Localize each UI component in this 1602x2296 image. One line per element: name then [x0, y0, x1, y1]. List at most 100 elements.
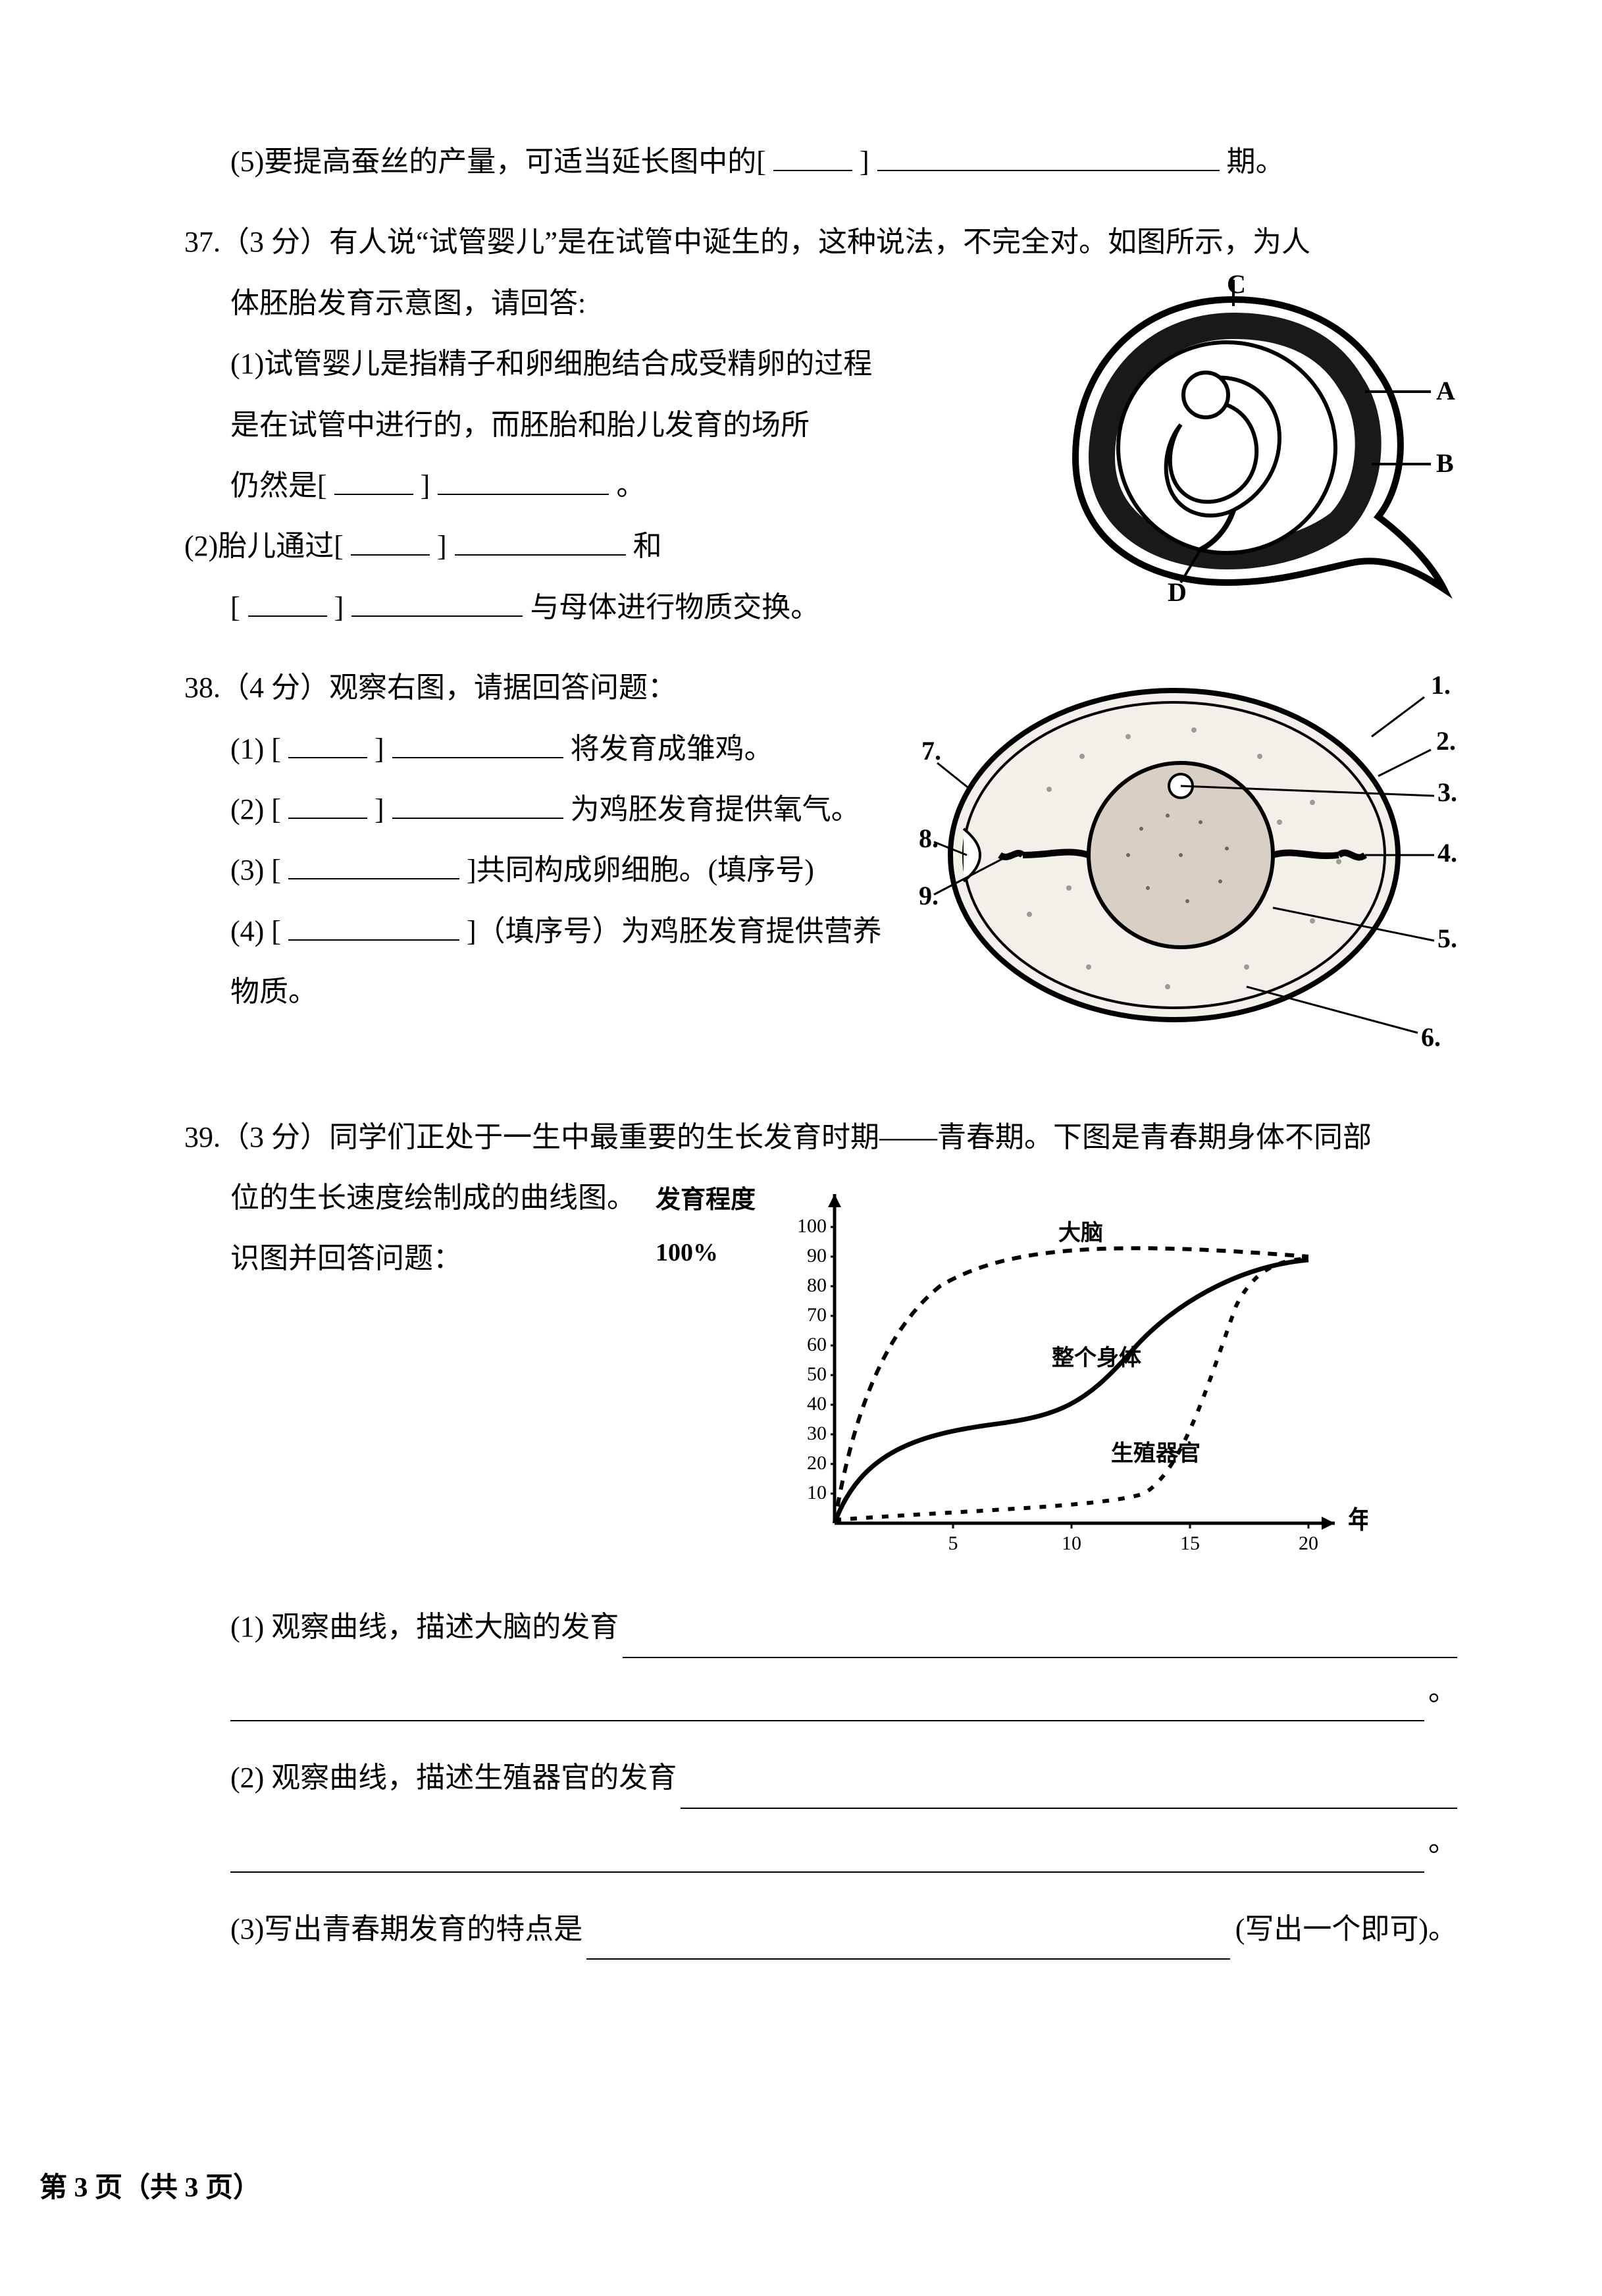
q38-p3-b: ]共同构成卵细胞。(填序号) — [467, 854, 814, 886]
q37-p1c-c: 。 — [616, 469, 645, 502]
egg-label-4: 4. — [1437, 838, 1457, 868]
svg-text:10: 10 — [1062, 1532, 1081, 1554]
svg-text:100: 100 — [797, 1215, 827, 1237]
q38-p1-blank2[interactable] — [392, 729, 563, 758]
q37-p1c: 仍然是[ ] 。 — [184, 456, 1016, 516]
q36-5-text-c: 期。 — [1227, 145, 1285, 178]
q38-p1-c: 将发育成雏鸡。 — [571, 733, 773, 765]
svg-text:80: 80 — [807, 1274, 827, 1296]
q38: 38.（4 分）观察右图，请据回答问题： (1) [ ] 将发育成雏鸡。 (2)… — [184, 658, 1457, 1087]
egg-label-9: 9. — [919, 881, 939, 910]
q38-p2-a: (2) [ — [230, 793, 281, 825]
page-footer: 第 3 页（共 3 页） — [39, 2159, 261, 2217]
q37-p2b-c: 与母体进行物质交换。 — [530, 591, 819, 623]
label-C: C — [1227, 273, 1246, 299]
q37-p2b-a: [ — [230, 591, 241, 623]
q39-p1-end: 。 — [1424, 1661, 1457, 1721]
q39: 39.（3 分）同学们正处于一生中最重要的生长发育时期——青春期。下图是青春期身… — [184, 1107, 1457, 1960]
q39-p1: (1) 观察曲线，描述大脑的发育 — [184, 1597, 1457, 1657]
q39-stem-c: 识图并回答问题： — [184, 1228, 636, 1289]
q39-p1-lead: (1) 观察曲线，描述大脑的发育 — [230, 1597, 619, 1657]
q38-p1-b: ] — [375, 733, 385, 765]
q36-5: (5)要提高蚕丝的产量，可适当延长图中的[ ] 期。 — [184, 132, 1457, 192]
q37-p2b-blank1[interactable] — [248, 588, 327, 617]
q36-5-blank-answer[interactable] — [877, 142, 1220, 171]
q38-p2-b: ] — [375, 793, 385, 825]
svg-text:60: 60 — [807, 1334, 827, 1355]
q37-p2b: [ ] 与母体进行物质交换。 — [184, 577, 1016, 638]
q37-p2a-blank2[interactable] — [455, 527, 626, 556]
q38-p1: (1) [ ] 将发育成雏鸡。 — [184, 719, 898, 779]
q37-p1b: 是在试管中进行的，而胚胎和胎儿发育的场所 — [184, 395, 1016, 456]
q39-p2-lead: (2) 观察曲线，描述生殖器官的发育 — [230, 1748, 677, 1808]
egg-diagram-icon: 1. 2. 3. 4. 5. 6. 7. 8. 9. — [917, 658, 1457, 1066]
q37: 37.（3 分）有人说“试管婴儿”是在试管中诞生的，这种说法，不完全对。如图所示… — [184, 212, 1457, 638]
egg-label-1: 1. — [1431, 670, 1451, 700]
egg-label-2: 2. — [1436, 726, 1456, 756]
q37-figure: C A B D — [1036, 273, 1457, 637]
q39-p3-tail: (写出一个即可)。 — [1230, 1899, 1457, 1960]
svg-text:15: 15 — [1180, 1532, 1200, 1554]
svg-text:20: 20 — [807, 1452, 827, 1474]
q37-p2a-blank1[interactable] — [351, 527, 430, 556]
label-B: B — [1436, 448, 1454, 478]
q37-stem-a: 37.（3 分）有人说“试管婴儿”是在试管中诞生的，这种说法，不完全对。如图所示… — [184, 212, 1457, 273]
q38-p1-blank1[interactable] — [288, 729, 367, 758]
q39-p3-blank[interactable] — [586, 1919, 1229, 1960]
q37-p1c-blank1[interactable] — [334, 466, 413, 495]
q39-p1-blank2[interactable] — [230, 1658, 1424, 1722]
q38-p4: (4) [ ]（填序号）为鸡胚发育提供营养物质。 — [184, 901, 898, 1023]
q37-stem-b: 体胚胎发育示意图，请回答: — [184, 273, 1016, 334]
q37-p1c-blank2[interactable] — [438, 466, 609, 495]
curve-repro-label: 生殖器官 — [1111, 1441, 1201, 1466]
curve-brain-label: 大脑 — [1058, 1220, 1103, 1245]
q39-p3-lead: (3)写出青春期发育的特点是 — [230, 1899, 582, 1960]
q39-chart: 102030 405060 708090 100 510 1520 年龄 — [775, 1168, 1368, 1597]
q39-ytitle-b: 100% — [656, 1227, 756, 1280]
q37-p2a-c: 和 — [633, 530, 662, 562]
q39-stem-b: 位的生长速度绘制成的曲线图。 — [184, 1168, 636, 1228]
q39-p2-end: 。 — [1424, 1812, 1457, 1872]
egg-label-6: 6. — [1421, 1022, 1441, 1052]
q38-p2: (2) [ ] 为鸡胚发育提供氧气。 — [184, 779, 898, 840]
q38-p3-blank[interactable] — [288, 850, 459, 879]
q39-p1-blank[interactable] — [623, 1617, 1457, 1658]
svg-text:5: 5 — [948, 1532, 958, 1554]
label-D: D — [1168, 577, 1187, 607]
q38-stem: 38.（4 分）观察右图，请据回答问题： — [184, 658, 898, 718]
x-axis-label: 年龄 — [1348, 1507, 1368, 1534]
q38-p2-c: 为鸡胚发育提供氧气。 — [571, 793, 860, 825]
q39-p1-cont: 。 — [184, 1658, 1457, 1722]
q39-stem-a: 39.（3 分）同学们正处于一生中最重要的生长发育时期——青春期。下图是青春期身… — [184, 1107, 1457, 1168]
q39-p2-blank2[interactable] — [230, 1809, 1424, 1873]
egg-label-7: 7. — [921, 736, 941, 766]
curve-body-label: 整个身体 — [1052, 1345, 1141, 1370]
svg-text:50: 50 — [807, 1363, 827, 1385]
growth-chart-icon: 102030 405060 708090 100 510 1520 年龄 — [775, 1168, 1368, 1576]
q37-p2b-b: ] — [334, 591, 345, 623]
embryo-diagram-icon: C A B D — [1036, 273, 1457, 615]
svg-text:20: 20 — [1299, 1532, 1318, 1554]
q38-p3: (3) [ ]共同构成卵细胞。(填序号) — [184, 840, 898, 900]
svg-text:10: 10 — [807, 1482, 827, 1503]
q37-p2a: (2)胎儿通过[ ] 和 — [184, 516, 1016, 577]
q39-p2: (2) 观察曲线，描述生殖器官的发育 — [184, 1748, 1457, 1808]
q37-p1a: (1)试管婴儿是指精子和卵细胞结合成受精卵的过程 — [184, 334, 1016, 394]
q37-p1c-b: ] — [421, 469, 431, 502]
q36-5-bracket-close: ] — [860, 145, 870, 178]
svg-text:40: 40 — [807, 1393, 827, 1415]
q38-p4-blank[interactable] — [288, 912, 459, 941]
q38-p2-blank2[interactable] — [392, 790, 563, 819]
q38-p2-blank1[interactable] — [288, 790, 367, 819]
q36-5-blank-bracket[interactable] — [773, 142, 852, 171]
label-A: A — [1436, 376, 1455, 405]
q39-p2-blank[interactable] — [681, 1768, 1457, 1809]
q37-p2a-a: (2)胎儿通过[ — [184, 530, 344, 562]
q37-p2b-blank2[interactable] — [351, 588, 523, 617]
q38-p4-a: (4) [ — [230, 915, 281, 947]
egg-label-8: 8. — [919, 823, 939, 853]
q37-p1c-a: 仍然是[ — [230, 469, 327, 502]
q39-p3: (3)写出青春期发育的特点是 (写出一个即可)。 — [184, 1899, 1457, 1960]
q36-5-text-a: (5)要提高蚕丝的产量，可适当延长图中的[ — [230, 145, 766, 178]
egg-label-3: 3. — [1437, 777, 1457, 807]
